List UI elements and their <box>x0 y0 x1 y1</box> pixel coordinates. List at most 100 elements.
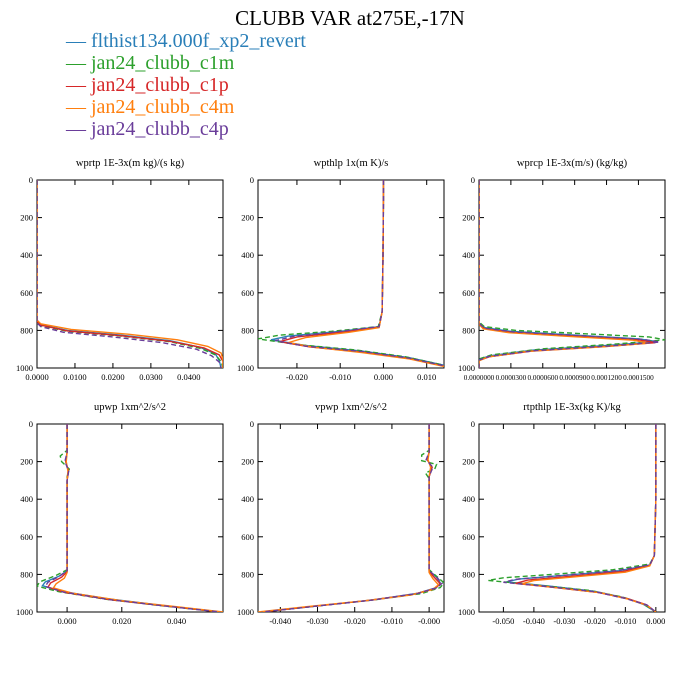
x-tick-label: -0.050 <box>492 616 514 626</box>
y-tick-label: 0 <box>471 175 475 185</box>
x-tick-label: 0.020 <box>112 616 131 626</box>
y-tick-label: 200 <box>462 457 475 467</box>
legend-label: jan24_clubb_c4p <box>91 118 229 140</box>
legend-swatch: — <box>66 118 91 140</box>
x-tick-label: -0.010 <box>381 616 403 626</box>
panel-title: rtpthlp 1E-3x(kg K)/kg <box>523 402 621 413</box>
x-tick-label: 0.000 <box>374 372 393 382</box>
x-tick-label: 0.0000600 <box>527 374 558 382</box>
series-line <box>44 424 221 612</box>
series-line <box>261 424 444 612</box>
series-line <box>37 180 222 368</box>
legend: — flthist134.000f_xp2_revert — jan24_clu… <box>66 30 306 140</box>
panel-title: vpwp 1xm^2/s^2 <box>315 402 387 413</box>
figure-title: CLUBB VAR at275E,-17N <box>235 6 465 30</box>
y-tick-label: 1000 <box>16 363 33 373</box>
legend-label: jan24_clubb_c4m <box>91 96 235 118</box>
x-tick-label: 0.0000 <box>25 372 48 382</box>
x-tick-label: 0.040 <box>167 616 186 626</box>
x-tick-label: 0.0000000 <box>464 374 495 382</box>
chart-panel: vpwp 1xm^2/s^2 0 200 400 600 800 1000 -0.040 -0.… <box>237 402 445 626</box>
y-tick-label: 200 <box>462 213 475 223</box>
series-line <box>515 424 657 612</box>
x-tick-label: -0.020 <box>286 372 308 382</box>
y-tick-label: 400 <box>241 494 254 504</box>
x-tick-label: -0.030 <box>307 616 329 626</box>
x-tick-label: 0.0400 <box>177 372 200 382</box>
y-tick-label: 600 <box>241 532 254 542</box>
x-tick-label: 0.000 <box>646 616 665 626</box>
legend-entry: — jan24_clubb_c4m <box>66 96 306 118</box>
y-tick-label: 0 <box>29 419 33 429</box>
legend-swatch: — <box>66 96 91 118</box>
x-tick-label: 0.0100 <box>63 372 86 382</box>
legend-label: jan24_clubb_c1p <box>91 74 229 96</box>
plot-frame <box>36 179 224 369</box>
y-tick-label: 0 <box>250 419 254 429</box>
x-tick-label: -0.030 <box>553 616 575 626</box>
chart-panel: wprcp 1E-3x(m/s) (kg/kg) 0 200 400 600 800 100… <box>458 158 666 382</box>
x-tick-label: 0.0000300 <box>496 374 527 382</box>
panel-title: wprtp 1E-3x(m kg)/(s kg) <box>76 158 185 169</box>
y-tick-label: 800 <box>20 325 33 335</box>
series-line <box>258 424 440 612</box>
y-tick-label: 600 <box>462 532 475 542</box>
y-tick-label: 200 <box>20 457 33 467</box>
legend-swatch: — <box>66 74 91 96</box>
chart-panel: rtpthlp 1E-3x(kg K)/kg 0 200 400 600 800 1000 -… <box>458 402 666 626</box>
plot-frame <box>36 423 224 613</box>
y-tick-label: 1000 <box>16 607 33 617</box>
y-tick-label: 400 <box>462 250 475 260</box>
y-tick-label: 800 <box>462 569 475 579</box>
y-tick-label: 400 <box>462 494 475 504</box>
x-tick-label: 0.0000900 <box>559 374 590 382</box>
chart-panel: upwp 1xm^2/s^2 0 200 400 600 800 1000 0.000 0.02… <box>16 402 224 626</box>
y-tick-label: 1000 <box>458 363 475 373</box>
y-tick-label: 800 <box>20 569 33 579</box>
y-tick-label: 1000 <box>237 607 254 617</box>
y-tick-label: 600 <box>20 288 33 298</box>
legend-entry: — jan24_clubb_c4p <box>66 118 306 140</box>
legend-entry: — jan24_clubb_c1p <box>66 74 306 96</box>
x-tick-label: 0.0001500 <box>623 374 654 382</box>
panel-title: upwp 1xm^2/s^2 <box>94 402 166 413</box>
y-tick-label: 400 <box>241 250 254 260</box>
y-tick-label: 200 <box>241 457 254 467</box>
y-tick-label: 400 <box>20 494 33 504</box>
series-line <box>261 424 442 612</box>
series-line <box>37 180 223 368</box>
y-tick-label: 800 <box>241 569 254 579</box>
chart-panel: wprtp 1E-3x(m kg)/(s kg) 0 200 400 600 800 100… <box>16 158 224 382</box>
series-line <box>261 424 444 612</box>
panel-title: wprcp 1E-3x(m/s) (kg/kg) <box>517 158 628 169</box>
legend-label: flthist134.000f_xp2_revert <box>91 30 306 52</box>
series-line <box>521 424 657 612</box>
y-tick-label: 1000 <box>458 607 475 617</box>
y-tick-label: 200 <box>20 213 33 223</box>
y-tick-label: 1000 <box>237 363 254 373</box>
series-line <box>479 180 650 368</box>
x-tick-label: -0.020 <box>344 616 366 626</box>
series-line <box>37 180 223 368</box>
series-line <box>37 180 223 368</box>
series-line <box>261 424 442 612</box>
y-tick-label: 600 <box>20 532 33 542</box>
y-tick-label: 800 <box>462 325 475 335</box>
series-line <box>46 424 221 612</box>
legend-entry: — jan24_clubb_c1m <box>66 52 306 74</box>
x-tick-label: 0.000 <box>58 616 77 626</box>
y-tick-label: 600 <box>241 288 254 298</box>
plot-frame <box>257 423 445 613</box>
legend-swatch: — <box>66 30 91 52</box>
series-line <box>52 424 223 612</box>
series-line <box>479 180 660 368</box>
legend-label: jan24_clubb_c1m <box>91 52 235 74</box>
chart-panel: wpthlp 1x(m K)/s 0 200 400 600 800 1000 -0.020 -… <box>237 158 445 382</box>
legend-entry: — flthist134.000f_xp2_revert <box>66 30 306 52</box>
x-tick-label: 0.0001200 <box>591 374 622 382</box>
x-tick-label: 0.0300 <box>139 372 162 382</box>
series-line <box>37 180 222 368</box>
y-tick-label: 0 <box>250 175 254 185</box>
